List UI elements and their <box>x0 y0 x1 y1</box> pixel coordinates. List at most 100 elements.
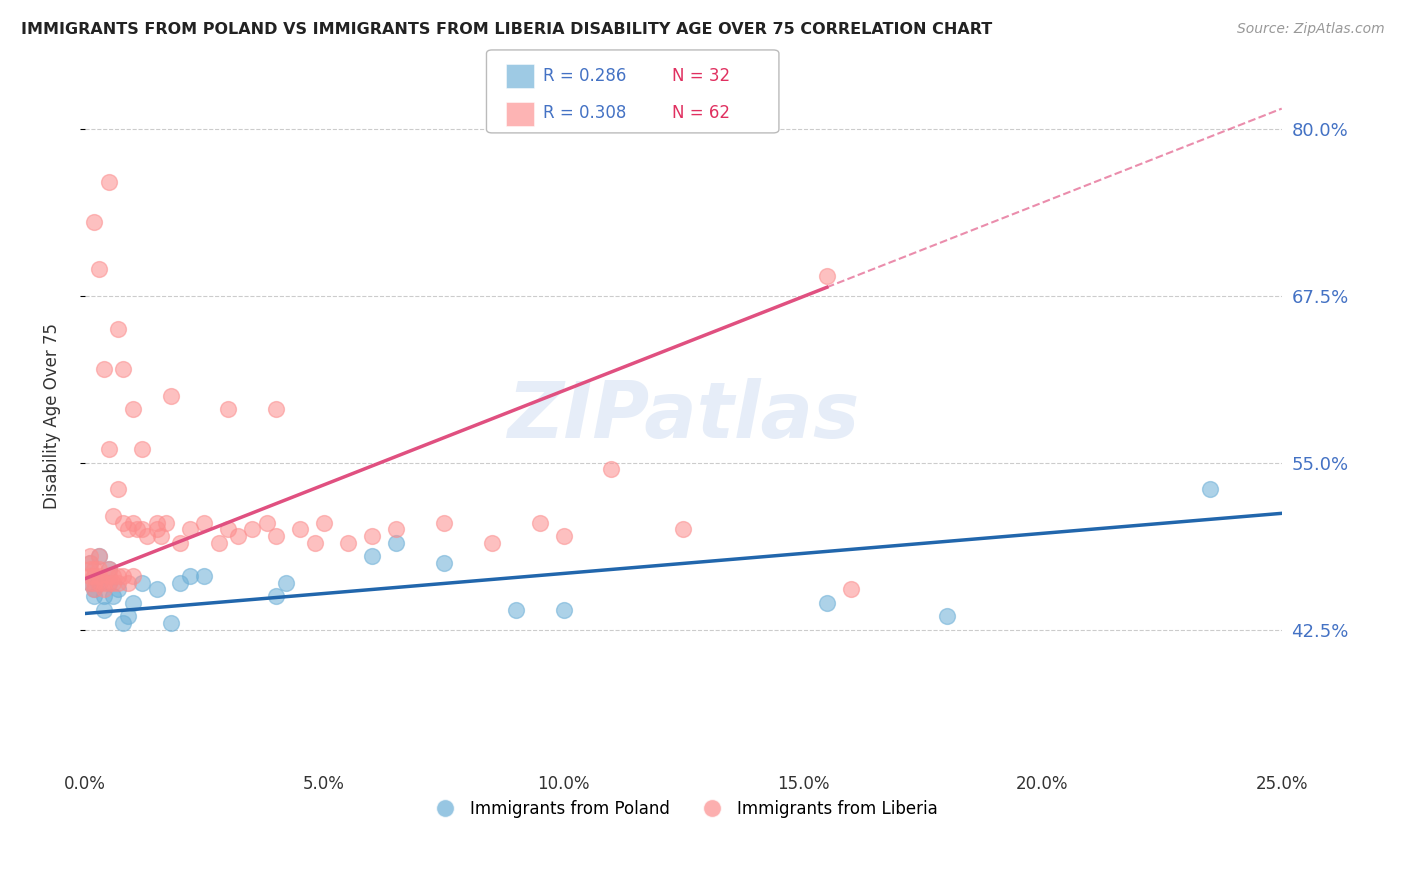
Text: Source: ZipAtlas.com: Source: ZipAtlas.com <box>1237 22 1385 37</box>
Point <box>274 575 297 590</box>
Point <box>117 575 139 590</box>
Point <box>314 516 336 530</box>
Point <box>93 589 115 603</box>
Point <box>193 516 215 530</box>
Point <box>107 322 129 336</box>
Point <box>83 562 105 576</box>
Point <box>87 575 110 590</box>
Point <box>97 569 120 583</box>
Text: IMMIGRANTS FROM POLAND VS IMMIGRANTS FROM LIBERIA DISABILITY AGE OVER 75 CORRELA: IMMIGRANTS FROM POLAND VS IMMIGRANTS FRO… <box>21 22 993 37</box>
Point <box>103 508 125 523</box>
Point <box>97 562 120 576</box>
Point <box>264 529 287 543</box>
Point <box>179 522 201 536</box>
Text: ZIPatlas: ZIPatlas <box>508 378 859 454</box>
Point <box>103 589 125 603</box>
Point <box>385 522 408 536</box>
Point <box>935 609 957 624</box>
Point <box>83 582 105 597</box>
Point <box>433 516 456 530</box>
Point <box>361 549 384 563</box>
Point <box>505 602 527 616</box>
Point <box>337 535 360 549</box>
Point <box>97 575 120 590</box>
Point <box>127 522 149 536</box>
Point <box>121 516 143 530</box>
Point <box>112 615 135 630</box>
Point <box>93 602 115 616</box>
Point <box>87 549 110 563</box>
Point <box>240 522 263 536</box>
Point <box>103 569 125 583</box>
Point <box>83 582 105 597</box>
Point <box>304 535 326 549</box>
Point <box>815 596 838 610</box>
Point <box>264 589 287 603</box>
Point <box>93 362 115 376</box>
Point <box>160 389 183 403</box>
Point <box>87 562 110 576</box>
Point <box>145 522 167 536</box>
Point <box>217 402 239 417</box>
Point <box>672 522 695 536</box>
Point <box>264 402 287 417</box>
Point <box>553 602 575 616</box>
Point <box>121 402 143 417</box>
Point <box>79 556 101 570</box>
Point <box>160 615 183 630</box>
Point <box>87 549 110 563</box>
Text: N = 62: N = 62 <box>672 104 730 122</box>
Point <box>112 362 135 376</box>
Point <box>87 261 110 276</box>
Point <box>112 516 135 530</box>
Point <box>553 529 575 543</box>
Point <box>97 442 120 457</box>
Point <box>79 549 101 563</box>
Legend: Immigrants from Poland, Immigrants from Liberia: Immigrants from Poland, Immigrants from … <box>422 793 945 824</box>
Point <box>217 522 239 536</box>
Point <box>83 569 105 583</box>
Point <box>131 522 153 536</box>
Point <box>117 609 139 624</box>
Point <box>169 575 191 590</box>
Point <box>112 569 135 583</box>
Point <box>193 569 215 583</box>
Text: R = 0.308: R = 0.308 <box>543 104 626 122</box>
Y-axis label: Disability Age Over 75: Disability Age Over 75 <box>44 323 60 508</box>
Point <box>107 569 129 583</box>
Point <box>97 175 120 189</box>
Point <box>79 569 101 583</box>
Text: N = 32: N = 32 <box>672 67 730 85</box>
Point <box>529 516 551 530</box>
Point <box>290 522 312 536</box>
Point <box>97 575 120 590</box>
Point <box>79 575 101 590</box>
Point <box>107 483 129 497</box>
Point <box>79 556 101 570</box>
Point <box>600 462 623 476</box>
Point <box>169 535 191 549</box>
Point <box>150 529 173 543</box>
Point <box>839 582 862 597</box>
Point <box>121 569 143 583</box>
Point <box>179 569 201 583</box>
Point <box>93 575 115 590</box>
Point <box>83 575 105 590</box>
Point <box>79 562 101 576</box>
Point <box>145 516 167 530</box>
Point <box>107 575 129 590</box>
Point <box>136 529 159 543</box>
Point <box>256 516 278 530</box>
Point <box>87 569 110 583</box>
Point <box>155 516 177 530</box>
Point <box>83 215 105 229</box>
Point <box>93 582 115 597</box>
Point <box>79 575 101 590</box>
Point <box>361 529 384 543</box>
Point <box>226 529 249 543</box>
Point <box>131 442 153 457</box>
Point <box>1199 483 1222 497</box>
Point <box>117 522 139 536</box>
Point <box>97 562 120 576</box>
Point <box>385 535 408 549</box>
